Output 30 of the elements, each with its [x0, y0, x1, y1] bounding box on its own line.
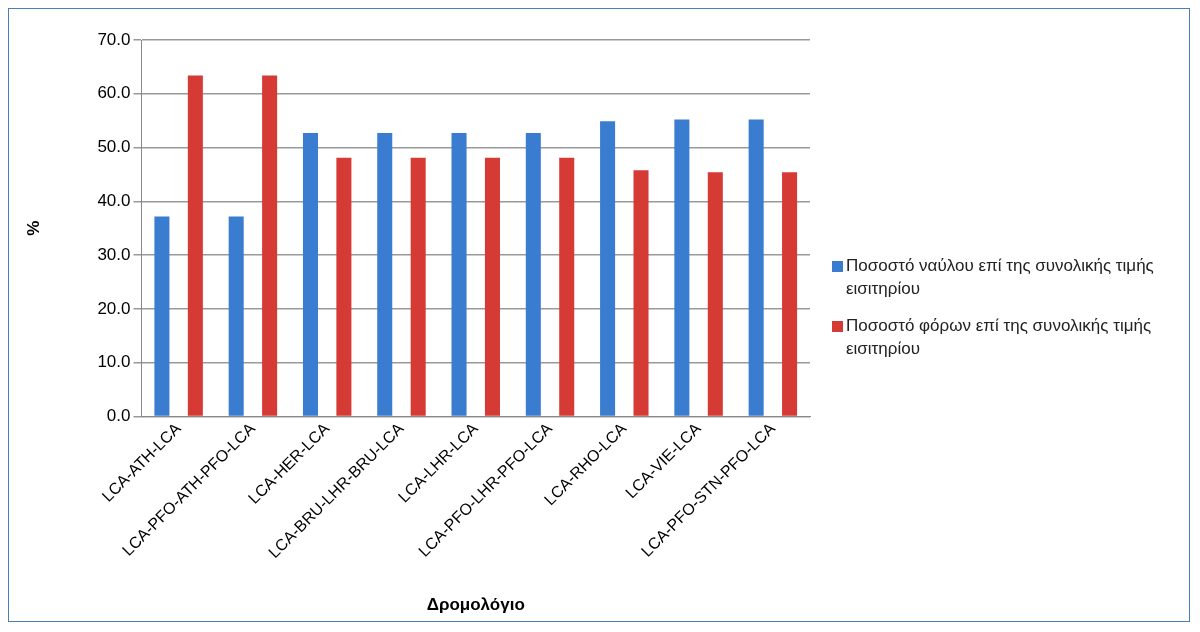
bar	[484, 157, 500, 416]
bar	[154, 216, 170, 416]
legend-label: Ποσοστό ναύλου επί της συνολικής τιμής εισιτηρίου	[846, 255, 1155, 300]
y-tick-label: 10.0	[97, 352, 131, 372]
bar	[377, 133, 393, 416]
bar	[410, 157, 426, 416]
y-tick-label: 50.0	[97, 137, 131, 157]
bar	[262, 75, 278, 416]
bar	[336, 157, 352, 416]
bar	[782, 172, 798, 416]
x-axis-title: Δρομολόγιο	[426, 595, 525, 615]
bar	[707, 172, 723, 416]
y-tick-label: 30.0	[97, 244, 131, 264]
bar	[748, 119, 764, 416]
bar	[559, 157, 575, 416]
bar	[302, 133, 318, 416]
bar	[525, 133, 541, 416]
bar	[451, 133, 467, 416]
y-tick-label: 0.0	[106, 406, 131, 426]
bar	[187, 75, 203, 416]
bar	[633, 170, 649, 416]
y-tick-label: 20.0	[97, 298, 131, 318]
y-tick-label: 40.0	[97, 191, 131, 211]
bar	[228, 216, 244, 416]
legend-label: Ποσοστό φόρων επί της συνολικής τιμής εισιτηρίου	[846, 314, 1153, 360]
y-tick-label: 60.0	[97, 83, 131, 103]
y-axis-title: %	[23, 220, 43, 236]
y-tick-label: 70.0	[97, 29, 131, 49]
bar	[600, 121, 616, 416]
bar	[674, 119, 690, 416]
